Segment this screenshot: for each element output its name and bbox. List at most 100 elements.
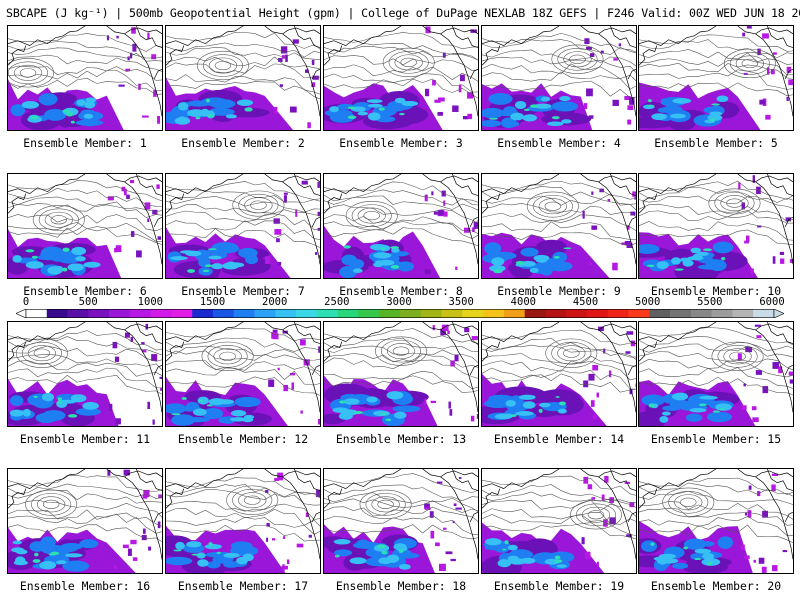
coastline	[440, 175, 478, 183]
map-canvas	[639, 174, 793, 278]
height-contours	[8, 475, 162, 543]
coastline	[440, 470, 478, 478]
height-contours	[482, 475, 636, 540]
member-map-panel	[165, 25, 321, 131]
member-label: Ensemble Member: 13	[335, 432, 467, 446]
height-contours	[324, 32, 478, 99]
height-contours	[324, 473, 478, 540]
coastline	[440, 27, 478, 35]
member-label: Ensemble Member: 6	[23, 284, 147, 298]
map-canvas	[8, 174, 162, 278]
coastline	[8, 193, 27, 214]
colorbar-segment	[545, 309, 567, 318]
coastline	[324, 193, 343, 214]
member-map-panel	[638, 173, 794, 279]
member-label: Ensemble Member: 17	[177, 579, 309, 593]
cape-shading	[639, 324, 793, 426]
colorbar-tick-label: 500	[78, 296, 98, 308]
coastline	[767, 174, 793, 196]
height-contours	[324, 181, 478, 247]
coastline	[422, 322, 478, 413]
colorbar-segment	[690, 309, 712, 318]
member-map-panel	[638, 321, 794, 427]
colorbar-segment	[503, 309, 525, 318]
colorbar-tick-label: 3000	[386, 296, 412, 308]
colorbar-segment	[296, 309, 318, 318]
coastline	[8, 488, 27, 509]
map-canvas	[324, 174, 478, 278]
map-canvas	[166, 469, 320, 573]
coastline	[294, 174, 320, 196]
colorbar-tick-label: 0	[22, 296, 30, 308]
coastline	[106, 26, 162, 117]
cape-colorbar	[16, 309, 784, 318]
coastline	[784, 68, 793, 80]
member-map-panel	[481, 173, 637, 279]
coastline	[136, 469, 162, 491]
colorbar-tick-label: 3500	[448, 296, 474, 308]
coastline	[324, 322, 402, 343]
map-canvas	[324, 322, 478, 426]
coastline	[580, 469, 636, 560]
map-canvas	[166, 322, 320, 426]
coastline	[639, 174, 717, 195]
coastline	[639, 341, 658, 362]
coastline	[311, 364, 320, 376]
coastline	[264, 26, 320, 117]
colorbar-segment	[524, 309, 546, 318]
coastline	[580, 322, 636, 413]
colorbar-segment	[400, 309, 422, 318]
coastline	[755, 470, 793, 478]
colorbar-segment	[67, 309, 89, 318]
coastline	[324, 26, 402, 47]
member-map-panel	[481, 321, 637, 427]
coastline	[282, 323, 320, 331]
coastline	[767, 26, 793, 48]
colorbar-min-arrow	[16, 309, 27, 318]
coastline	[580, 174, 636, 265]
coastline	[598, 27, 636, 35]
coastline	[294, 322, 320, 344]
colorbar-segment	[670, 309, 692, 318]
coastline	[610, 469, 636, 491]
coastline	[737, 26, 793, 117]
coastline	[124, 470, 162, 478]
coastline	[294, 469, 320, 491]
colorbar-segment	[420, 309, 442, 318]
coastline	[452, 26, 478, 48]
height-contours	[8, 180, 162, 245]
colorbar-segment	[316, 309, 338, 318]
colorbar-tick-label: 5500	[697, 296, 723, 308]
coastline	[610, 174, 636, 196]
coastline	[737, 469, 793, 560]
height-contours	[639, 180, 793, 246]
coastline	[639, 26, 717, 47]
height-contours	[166, 477, 320, 542]
coastline	[153, 68, 162, 80]
chart-title: SBCAPE (J kg⁻¹) | 500mb Geopotential Hei…	[6, 6, 800, 20]
map-canvas	[8, 322, 162, 426]
colorbar-segment	[483, 309, 505, 318]
coastline	[452, 469, 478, 491]
colorbar-segment	[171, 309, 193, 318]
colorbar-segment	[358, 309, 380, 318]
member-label: Ensemble Member: 4	[497, 136, 621, 150]
coastline	[8, 322, 86, 343]
height-contours	[8, 330, 162, 395]
height-contours	[482, 180, 636, 247]
member-map-panel	[323, 468, 479, 574]
member-label: Ensemble Member: 16	[19, 579, 151, 593]
colorbar-segment	[337, 309, 359, 318]
coastline	[469, 364, 478, 376]
map-canvas	[324, 26, 478, 130]
coastline	[8, 469, 86, 490]
colorbar-segment	[26, 309, 48, 318]
coastline	[639, 193, 658, 214]
member-map-panel	[638, 25, 794, 131]
member-label: Ensemble Member: 10	[650, 284, 782, 298]
member-map-panel	[7, 321, 163, 427]
cape-shading	[8, 469, 162, 573]
cape-shading	[639, 175, 793, 278]
cape-shading	[8, 179, 162, 278]
coastline	[469, 68, 478, 80]
